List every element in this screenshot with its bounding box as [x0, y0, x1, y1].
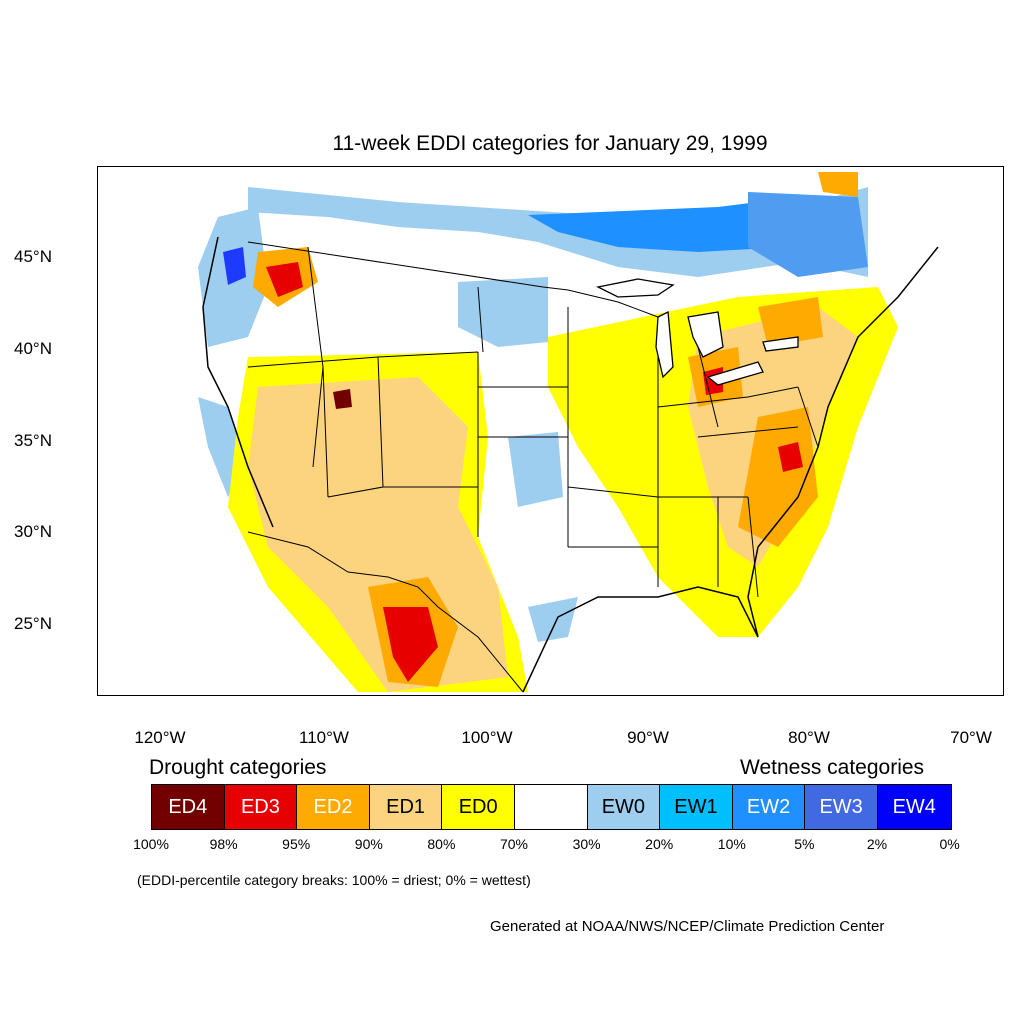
- legend-break-label: 90%: [354, 836, 383, 852]
- legend-break-label: 100%: [133, 836, 169, 852]
- legend-break-label: 95%: [282, 836, 311, 852]
- ed3-oregon: [266, 262, 303, 297]
- ed3-virginia: [778, 442, 803, 472]
- wet-region-gulf-coast: [528, 597, 578, 642]
- legend-cell-ed4: ED4: [152, 785, 225, 829]
- eddi-map: [198, 172, 939, 693]
- lake-erie: [706, 361, 764, 386]
- lat-label-45: 45°N: [14, 247, 52, 266]
- wet-region-great-lakes-west: [528, 197, 798, 252]
- legend-cell-ew2: EW2: [732, 785, 806, 829]
- lat-label-30: 30°N: [14, 522, 52, 541]
- legend-break-label: 70%: [499, 836, 529, 852]
- legend-cell-ed0: ED0: [442, 785, 515, 829]
- legend-cell-ew1: EW1: [660, 785, 733, 829]
- legend-cell-ew4: EW4: [877, 785, 951, 829]
- legend-break-label: 98%: [209, 836, 238, 852]
- wet-region-quebec: [748, 192, 868, 277]
- lon-label-80: 80°W: [788, 728, 830, 747]
- legend-cell-ew3: EW3: [805, 785, 878, 829]
- wetness-heading: Wetness categories: [740, 756, 925, 779]
- state-boundaries: [202, 236, 939, 693]
- map-title: 11-week EDDI categories for January 29, …: [332, 132, 768, 155]
- lat-label-35: 35°N: [14, 431, 52, 450]
- lat-label-25: 25°N: [14, 614, 52, 633]
- legend-break-label: 2%: [866, 836, 888, 852]
- state-lines-east: [657, 346, 819, 598]
- wet-region-north-dakota: [458, 277, 548, 347]
- lon-label-70: 70°W: [950, 728, 992, 747]
- lon-label-100: 100°W: [461, 728, 513, 747]
- lon-label-120: 120°W: [134, 728, 186, 747]
- legend-break-label: 30%: [572, 836, 601, 852]
- lake-michigan: [655, 310, 674, 379]
- canada-border: [247, 241, 659, 318]
- drought-heading: Drought categories: [149, 756, 327, 779]
- ed2-quebec-corner: [818, 172, 858, 197]
- mexico-border: [247, 531, 524, 693]
- legend-cell-ed2: ED2: [297, 785, 370, 829]
- wet-region-oklahoma: [508, 432, 563, 507]
- state-lines-west: [247, 246, 479, 537]
- map-panel: [97, 166, 1004, 696]
- ed4-utah: [333, 389, 352, 409]
- wet-region-washington-coast: [223, 247, 246, 285]
- gulf-coast: [522, 586, 759, 693]
- legend-break-label: 0%: [939, 836, 960, 852]
- lake-superior: [596, 278, 675, 298]
- legend-cell-ew0: EW0: [587, 785, 661, 829]
- lon-label-90: 90°W: [627, 728, 669, 747]
- legend-break-label: 10%: [717, 836, 746, 852]
- west-coast: [202, 236, 274, 528]
- great-lakes: [596, 278, 799, 386]
- credit-line: Generated at NOAA/NWS/NCEP/Climate Predi…: [490, 918, 885, 935]
- lon-label-110: 110°W: [299, 728, 349, 747]
- legend-break-label: 5%: [794, 836, 815, 852]
- ed2-new-york: [758, 297, 823, 347]
- legend-cell-ed1: ED1: [369, 785, 443, 829]
- legend-cell-normal: [514, 785, 588, 829]
- legend-break-label: 80%: [427, 836, 456, 852]
- legend-color-bar: ED4 ED3 ED2 ED1 ED0 EW0 EW1 EW2 EW3 EW4: [151, 784, 952, 830]
- ed3-mexico: [383, 607, 438, 682]
- lake-huron: [687, 311, 724, 358]
- category-note: (EDDI-percentile category breaks: 100% =…: [137, 872, 531, 888]
- legend-cell-ed3: ED3: [224, 785, 298, 829]
- legend-break-label: 20%: [645, 836, 674, 852]
- lake-ontario: [762, 336, 799, 352]
- state-lines-central: [477, 286, 659, 587]
- wetness-regions: [198, 187, 868, 642]
- lat-label-40: 40°N: [14, 339, 52, 358]
